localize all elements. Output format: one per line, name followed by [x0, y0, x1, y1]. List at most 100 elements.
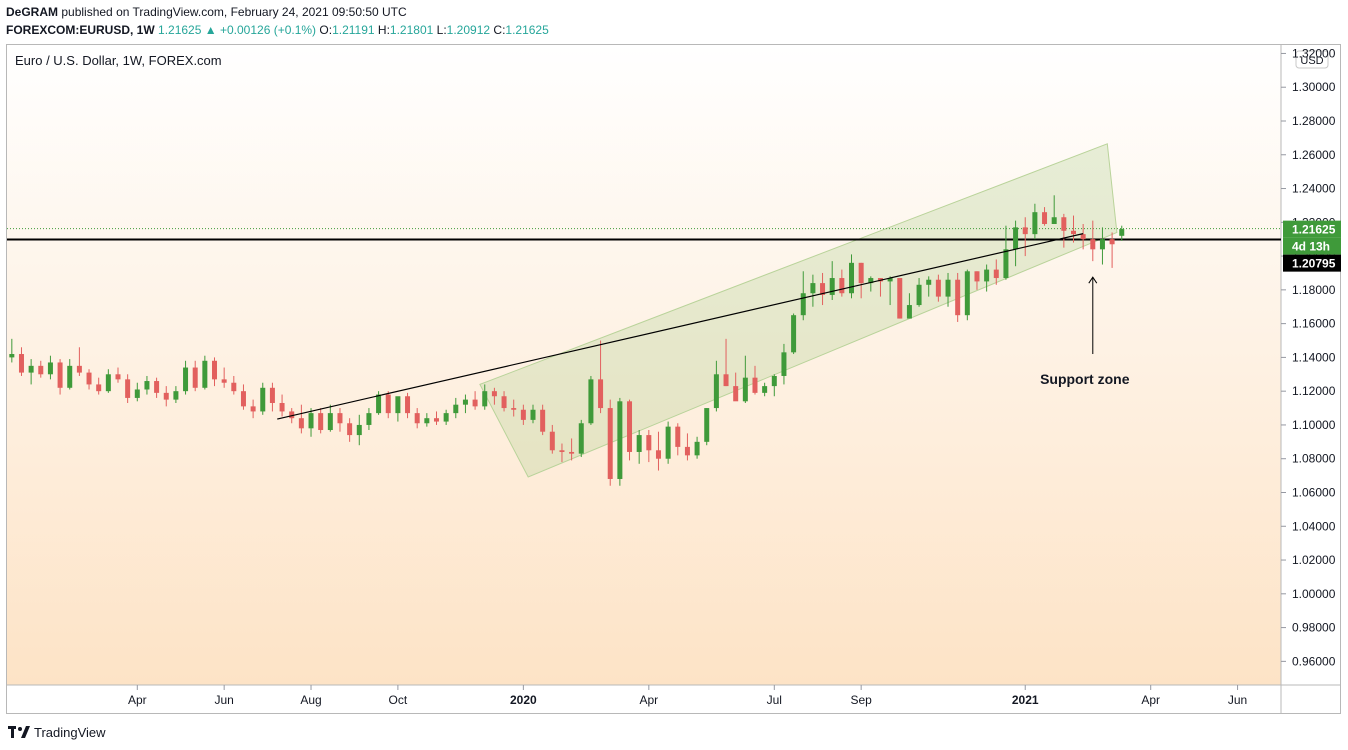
candle-body [405, 396, 411, 414]
candle-body [945, 279, 951, 297]
time-tick-label: 2020 [510, 693, 537, 707]
candle-body [1032, 212, 1038, 235]
candle-body [684, 446, 690, 456]
candle-body [607, 408, 613, 479]
time-tick-label: Jul [767, 693, 782, 707]
price-label-text: 4d 13h [1292, 240, 1330, 254]
candle-body [105, 374, 111, 392]
candle-body [993, 269, 999, 279]
candle-body [154, 381, 160, 393]
candle-body [800, 293, 806, 316]
candle-body [308, 413, 314, 429]
price-tick-label: 1.28000 [1292, 114, 1336, 128]
candle-body [820, 283, 826, 295]
candle-body [1022, 227, 1028, 235]
author-name[interactable]: DeGRAM [6, 5, 59, 19]
candle-body [964, 271, 970, 316]
time-tick-label: Jun [214, 693, 233, 707]
low-value: 1.20912 [446, 23, 491, 37]
candle-body [1099, 239, 1105, 250]
price-tick-label: 1.02000 [1292, 553, 1336, 567]
high-value: 1.21801 [389, 23, 434, 37]
price-tick-label: 1.30000 [1292, 80, 1336, 94]
candle-body [520, 409, 526, 420]
close-value: 1.21625 [505, 23, 549, 37]
price-labels: 1.21625 4d 13h 1.20795 [1283, 220, 1341, 272]
candle-body [424, 418, 430, 424]
high-label: H: [377, 23, 390, 37]
candle-body [1042, 212, 1048, 224]
publish-line: DeGRAM published on TradingView.com, Feb… [6, 3, 549, 21]
chart-header: DeGRAM published on TradingView.com, Feb… [6, 3, 549, 39]
candle-body [636, 435, 642, 452]
price-change: +0.00126 (+0.1%) [219, 23, 317, 37]
candle-body [733, 386, 739, 402]
price-label-text: 1.20795 [1292, 257, 1336, 271]
plot-background [7, 45, 1281, 685]
candle-body [1090, 239, 1096, 250]
price-chart[interactable]: Euro / U.S. Dollar, 1W, FOREX.com USD 1.… [7, 45, 1341, 713]
candle-body [231, 382, 237, 392]
open-label: O: [319, 23, 333, 37]
candle-body [347, 423, 353, 436]
currency-badge[interactable]: USD [1295, 50, 1329, 69]
candle-body [762, 386, 768, 393]
arrow-head-icon [1088, 276, 1098, 284]
candle-body [935, 279, 941, 297]
candle-body [269, 387, 275, 403]
time-tick-label: 2021 [1012, 693, 1039, 707]
symbol-name[interactable]: FOREXCOM:EURUSD, 1W [6, 23, 155, 37]
candle-body [1003, 249, 1009, 279]
price-tick-label: 1.26000 [1292, 148, 1336, 162]
candle-body [665, 426, 671, 459]
published-text: published on TradingView.com, February 2… [61, 5, 407, 19]
candle-body [482, 391, 488, 407]
candle-body [443, 413, 449, 422]
candle-body [926, 279, 932, 285]
open-value: 1.21191 [332, 23, 375, 37]
time-tick-label: Apr [639, 693, 658, 707]
candle-body [897, 278, 903, 319]
candle-body [675, 426, 681, 447]
candle-body [356, 424, 362, 436]
candle-body [202, 360, 208, 388]
price-tick-label: 1.06000 [1292, 485, 1336, 499]
price-tick-label: 1.18000 [1292, 283, 1336, 297]
candle-body [433, 418, 439, 422]
candle-body [260, 387, 266, 412]
price-label-box [1283, 220, 1341, 238]
price-tick-label: 1.12000 [1292, 384, 1336, 398]
currency-label: USD [1300, 55, 1323, 67]
candle-body [906, 305, 912, 319]
candle-body [9, 354, 15, 358]
candle-body [723, 374, 729, 387]
candle-body [1109, 239, 1115, 245]
price-tick-label: 0.98000 [1292, 621, 1336, 635]
candle-body [713, 374, 719, 409]
candle-body [791, 315, 797, 353]
candle-body [849, 262, 855, 294]
candle-body [646, 435, 652, 451]
candle-body [76, 365, 82, 373]
candle-body [598, 379, 604, 409]
candle-body [559, 450, 565, 452]
candle-body [1013, 227, 1019, 250]
symbol-line: FOREXCOM:EURUSD, 1W 1.21625 ▲ +0.00126 (… [6, 21, 549, 39]
candle-body [18, 354, 24, 373]
time-tick-label: Apr [1141, 693, 1160, 707]
drawings-layer [7, 143, 1281, 478]
low-label: L: [436, 23, 447, 37]
candle-body [704, 408, 710, 442]
candle-body [115, 374, 121, 380]
time-tick-label: Sep [850, 693, 872, 707]
candle-body [289, 411, 295, 419]
candle-body [511, 408, 517, 410]
tradingview-logo-icon [8, 726, 30, 738]
candle-body [1080, 234, 1086, 240]
candle-body [694, 441, 700, 456]
price-tick-label: 1.04000 [1292, 519, 1336, 533]
close-label: C: [493, 23, 506, 37]
price-label-box [1283, 254, 1341, 272]
trendline [277, 233, 1084, 420]
tradingview-brand[interactable]: TradingView [34, 724, 106, 740]
